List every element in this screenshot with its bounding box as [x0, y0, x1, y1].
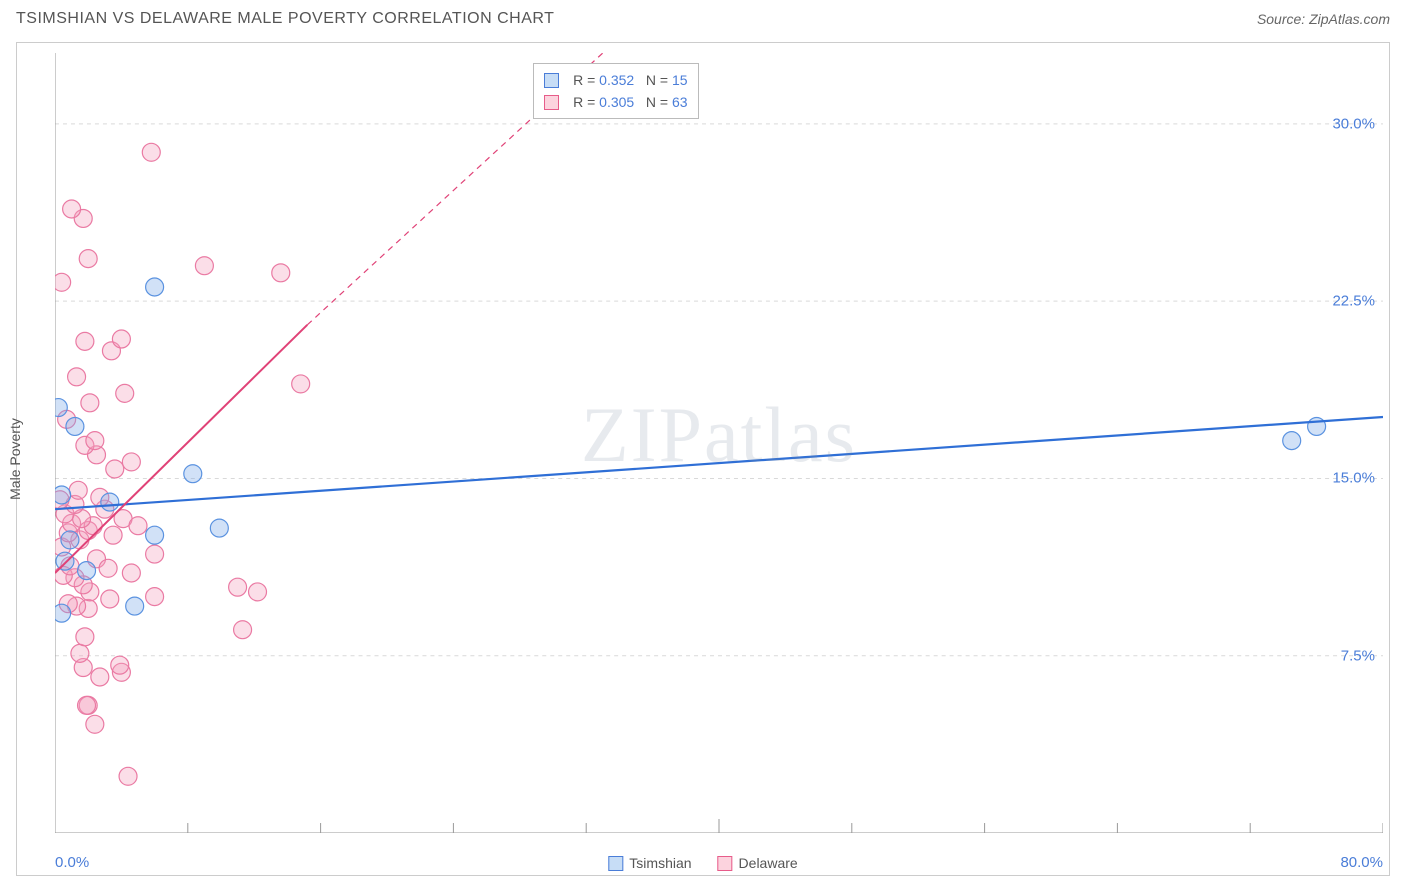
stats-legend: R = 0.352 N = 15R = 0.305 N = 63	[533, 63, 698, 119]
chart-title: TSIMSHIAN VS DELAWARE MALE POVERTY CORRE…	[16, 10, 554, 28]
y-tick-label: 7.5%	[1341, 647, 1375, 664]
y-tick-label: 15.0%	[1332, 470, 1375, 487]
legend-swatch-delaware	[718, 856, 733, 871]
legend-swatch-tsimshian	[608, 856, 623, 871]
x-tick-max: 80.0%	[1340, 854, 1383, 871]
chart-source: Source: ZipAtlas.com	[1257, 11, 1390, 27]
x-tick-min: 0.0%	[55, 854, 89, 871]
plot-area: ZIPatlas R = 0.352 N = 15R = 0.305 N = 6…	[55, 53, 1383, 833]
series-legend: Tsimshian Delaware	[608, 855, 797, 871]
legend-entry-tsimshian: Tsimshian	[608, 855, 691, 871]
chart-frame: Male Poverty ZIPatlas R = 0.352 N = 15R …	[16, 42, 1390, 876]
y-tick-label: 22.5%	[1332, 293, 1375, 310]
legend-entry-delaware: Delaware	[718, 855, 798, 871]
y-axis-label: Male Poverty	[7, 418, 23, 500]
y-tick-label: 30.0%	[1332, 115, 1375, 132]
